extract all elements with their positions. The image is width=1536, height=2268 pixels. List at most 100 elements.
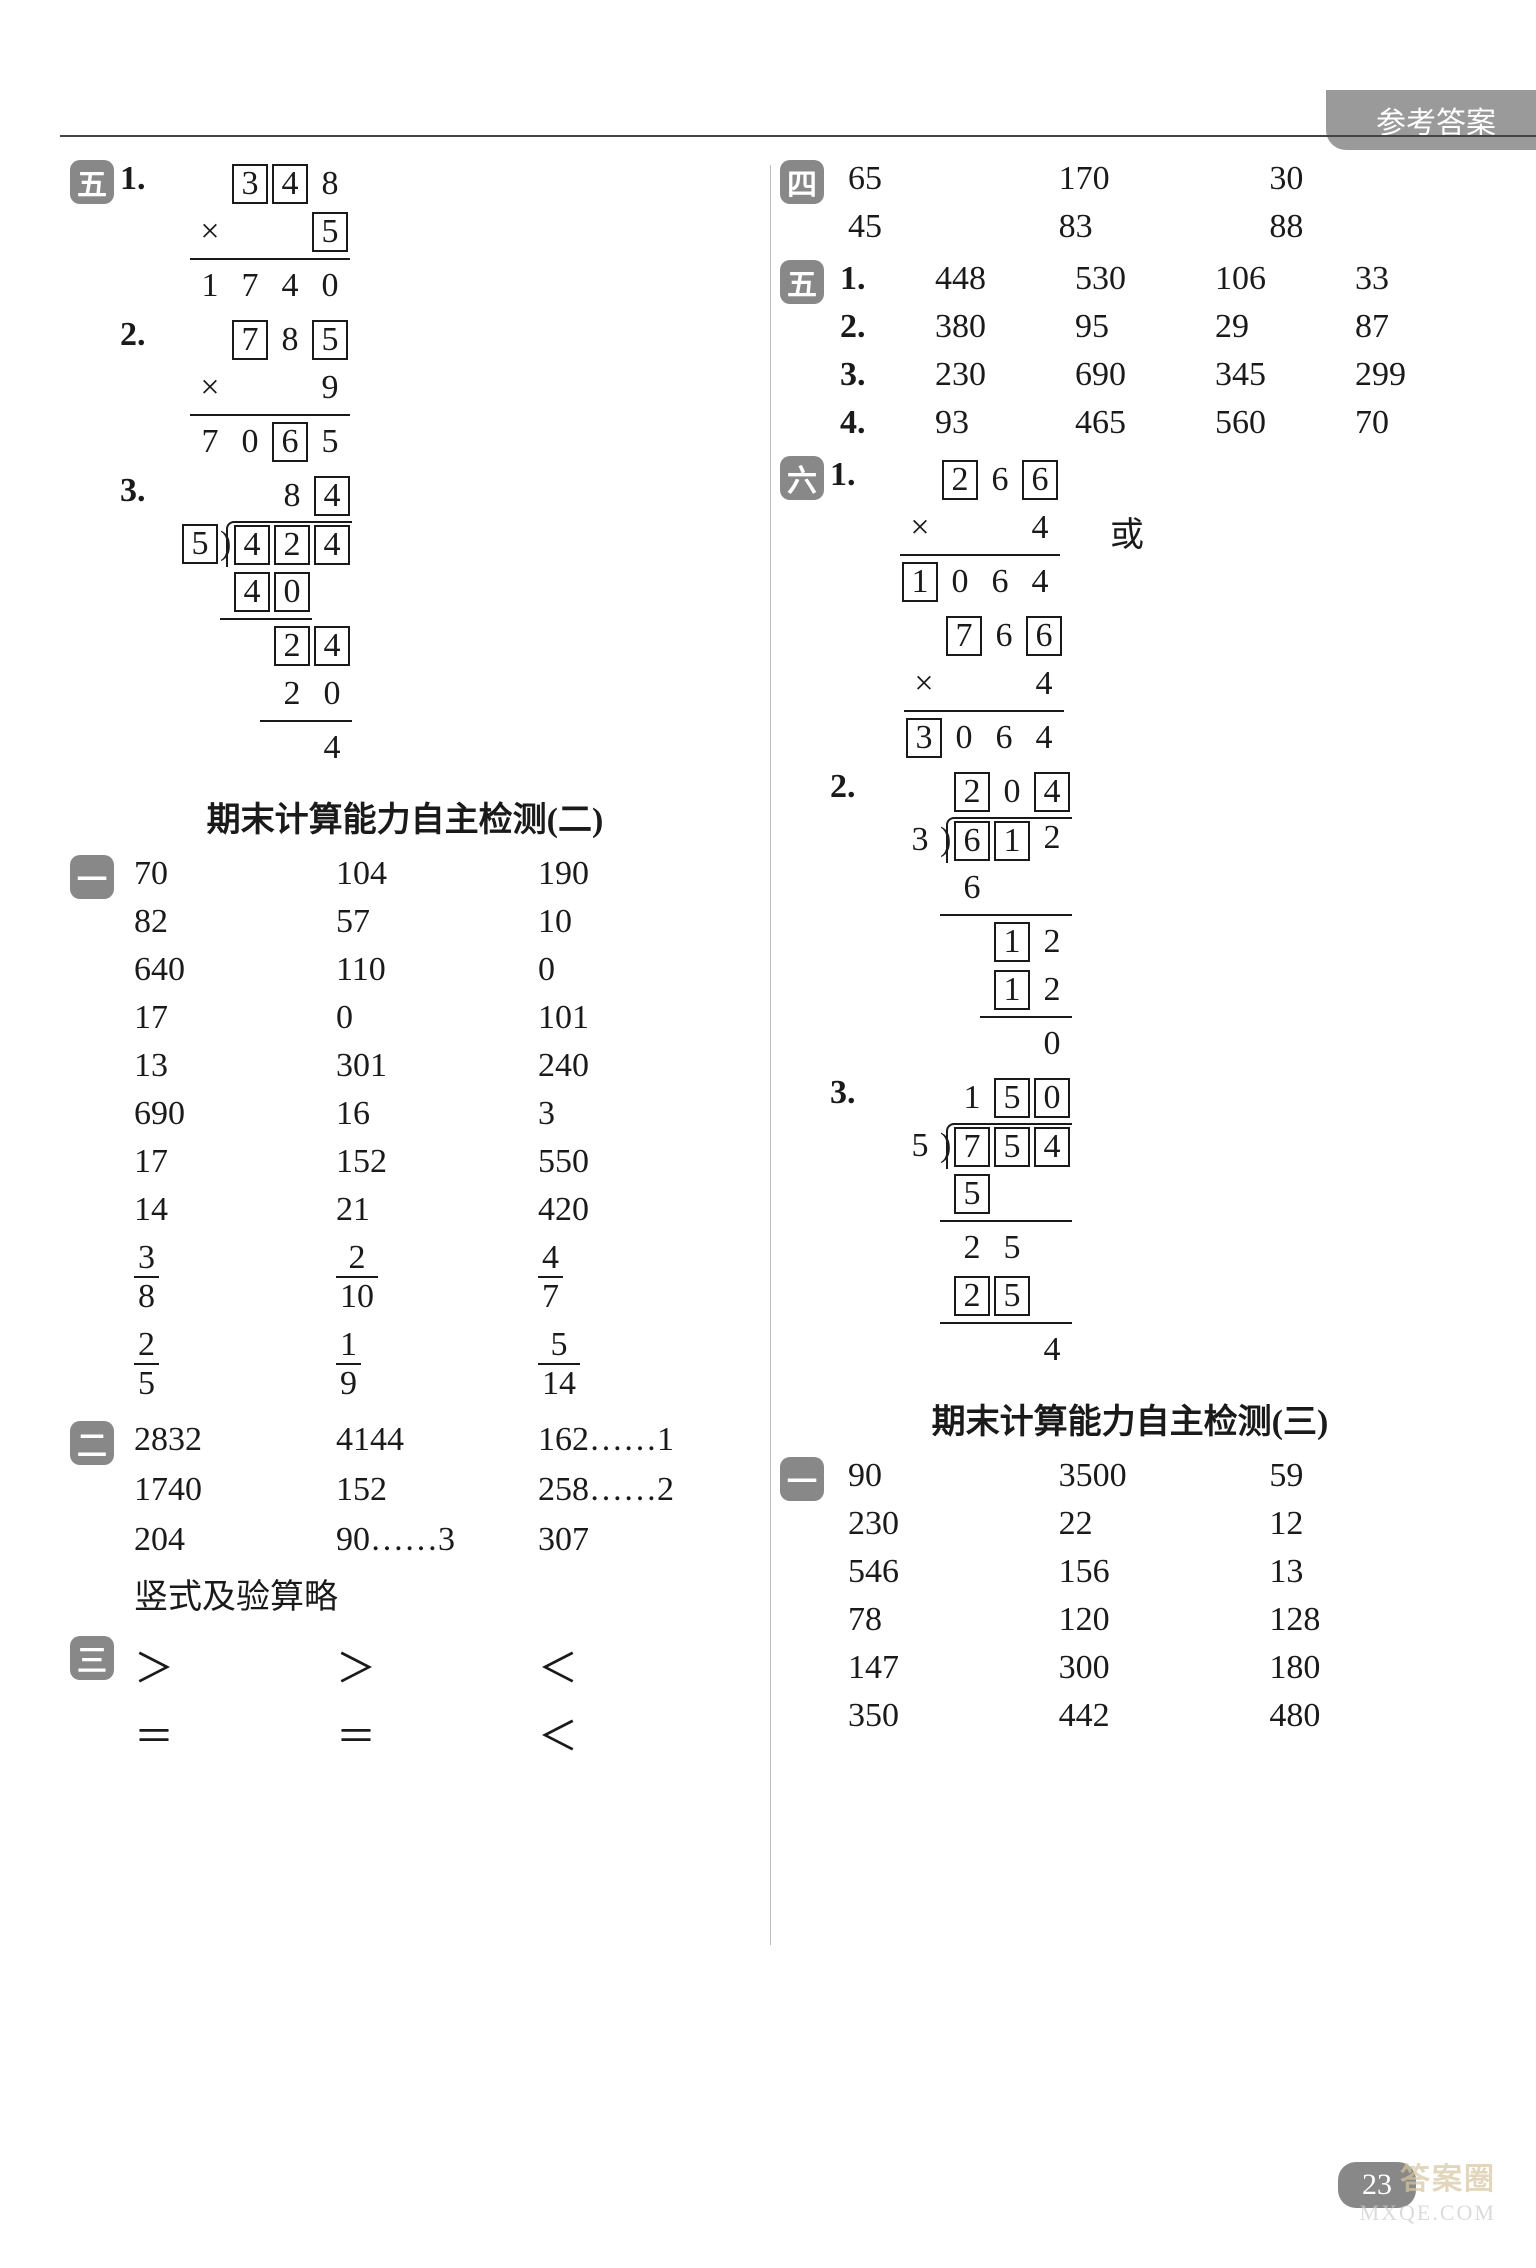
right-column: 四 6517030 458388 五 1. 44853010633 2. 380… — [780, 160, 1480, 1735]
row: 25 — [900, 1272, 1072, 1320]
cell: 307 — [538, 1521, 740, 1559]
cell: 128 — [1269, 1601, 1480, 1639]
remainder: 4 — [180, 724, 352, 772]
cell: 57 — [336, 903, 538, 941]
sec6-p3: 3. 150 5) 754 5 25 25 4 — [780, 1074, 1480, 1374]
cell: 480 — [1269, 1697, 1480, 1735]
cell: 90 — [848, 1457, 1059, 1495]
cell: 120 — [1059, 1601, 1270, 1639]
row: 24 — [180, 622, 352, 670]
cell: 442 — [1059, 1697, 1270, 1735]
cell: 70 — [134, 855, 336, 893]
row: ×5 — [190, 208, 350, 256]
marker-one: 一 — [780, 1457, 824, 1501]
cell: 22 — [1059, 1505, 1270, 1543]
cell: 29 — [1215, 308, 1355, 346]
cell: 1740 — [134, 1471, 336, 1509]
cell: 104 — [336, 855, 538, 893]
vertical-mult: 266 ×4 1064 — [900, 456, 1060, 606]
cell: 59 — [1269, 1457, 1480, 1495]
top-rule — [60, 135, 1536, 137]
sec2-grid: 28324144162……1 1740152258……2 20490……3307 — [70, 1421, 740, 1559]
sec6-p1b: 766 ×4 3064 — [780, 612, 1480, 762]
cell: 299 — [1355, 356, 1485, 394]
frac: 47 — [538, 1239, 740, 1316]
cell: 230 — [935, 356, 1075, 394]
cell: 16 — [336, 1095, 538, 1133]
row: 12 — [900, 918, 1072, 966]
watermark-cn: 答案圈 — [1360, 2160, 1496, 2199]
cell: 560 — [1215, 404, 1355, 442]
label: 3. — [830, 1074, 870, 1112]
cell: 2832 — [134, 1421, 336, 1459]
cell: 12 — [1269, 1505, 1480, 1543]
cell: 21 — [336, 1191, 538, 1229]
rule — [900, 554, 1060, 556]
left-column: 五 1. 348 ×5 1740 2. 785 ×9 7065 3. — [70, 160, 740, 1762]
frac: 514 — [538, 1326, 740, 1403]
cell: 152 — [336, 1143, 538, 1181]
cell: 420 — [538, 1191, 740, 1229]
cell: 530 — [1075, 260, 1215, 298]
row: 1740 — [190, 262, 350, 310]
watermark: 答案圈 MXQE.COM — [1360, 2160, 1496, 2228]
dividend-row: 5 ) 424 — [180, 520, 352, 568]
cell: 170 — [1059, 160, 1270, 198]
cell: ＜ — [538, 1636, 740, 1694]
sec5-p3: 3. 84 5 ) 424 40 24 20 4 — [70, 472, 740, 772]
cell: ＞ — [134, 1636, 336, 1694]
cell: 204 — [134, 1521, 336, 1559]
label: 1. — [830, 456, 870, 494]
rule — [190, 414, 350, 416]
rule — [220, 618, 312, 620]
sec2-note: 竖式及验算略 — [134, 1569, 740, 1618]
label: 3. — [120, 472, 160, 510]
cell: 690 — [1075, 356, 1215, 394]
marker-three: 三 — [70, 1636, 114, 1680]
cell: 3500 — [1059, 1457, 1270, 1495]
cell: 101 — [538, 999, 740, 1037]
row: ×4 — [900, 504, 1060, 552]
marker-four: 四 — [780, 160, 824, 204]
label: 2. — [840, 308, 935, 346]
rule — [940, 1322, 1072, 1324]
cell: 380 — [935, 308, 1075, 346]
rule — [904, 710, 1064, 712]
cell: 17 — [134, 1143, 336, 1181]
cell: 17 — [134, 999, 336, 1037]
vertical-mult: 766 ×4 3064 — [904, 612, 1064, 762]
cell: 87 — [1355, 308, 1485, 346]
cell: 240 — [538, 1047, 740, 1085]
remainder: 4 — [900, 1326, 1072, 1374]
cell: ＜ — [538, 1704, 740, 1762]
header-tab: 参考答案 — [1326, 90, 1536, 150]
row: 348 — [190, 160, 350, 208]
title-test2: 期末计算能力自主检测(二) — [70, 792, 740, 841]
cell: 14 — [134, 1191, 336, 1229]
cell: 546 — [848, 1553, 1059, 1591]
frac: 38 — [134, 1239, 336, 1316]
cell: 230 — [848, 1505, 1059, 1543]
cell: 93 — [935, 404, 1075, 442]
sec6-p2: 2. 204 3) 612 6 12 12 0 — [780, 768, 1480, 1068]
rule — [190, 258, 350, 260]
cell: 30 — [1269, 160, 1480, 198]
label: 2. — [830, 768, 870, 806]
cell: ＞ — [336, 1636, 538, 1694]
cell: 70 — [1355, 404, 1485, 442]
row: 6 — [900, 864, 1072, 912]
row: 785 — [190, 316, 350, 364]
sec5-grid: 1. 44853010633 2. 380952987 3. 230690345… — [780, 260, 1480, 442]
cell: 550 — [538, 1143, 740, 1181]
label: 1. — [120, 160, 160, 198]
page: 参考答案 五 1. 348 ×5 1740 2. 785 ×9 7065 — [0, 0, 1536, 2268]
rule — [940, 1220, 1072, 1222]
cell: 147 — [848, 1649, 1059, 1687]
sec1b-grid: 90350059 2302212 54615613 78120128 14730… — [780, 1457, 1480, 1735]
rule — [980, 1016, 1072, 1018]
or-text: 或 — [1110, 507, 1144, 556]
cell: ＝ — [336, 1704, 538, 1762]
title-test3: 期末计算能力自主检测(三) — [780, 1394, 1480, 1443]
row: 266 — [900, 456, 1060, 504]
cell: 0 — [336, 999, 538, 1037]
